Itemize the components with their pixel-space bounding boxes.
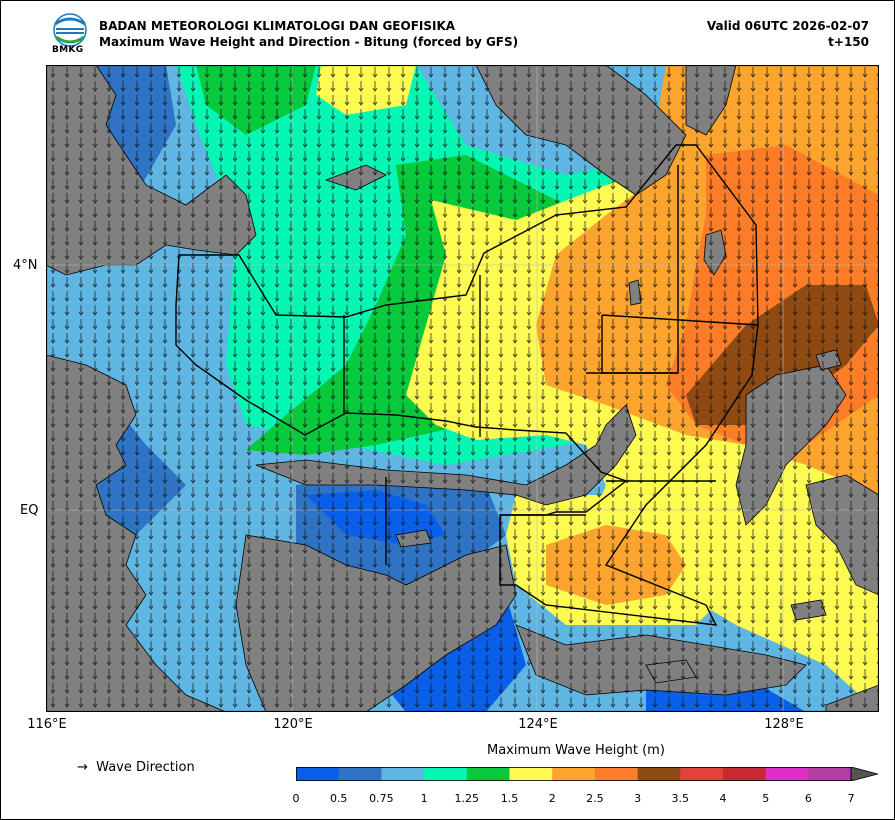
wave-direction-arrows <box>46 65 879 712</box>
colorbar-segment <box>765 767 809 781</box>
colorbar-extend-arrow <box>850 767 878 781</box>
wave-height-map <box>46 65 879 712</box>
wave-direction-legend: → Wave Direction <box>77 760 195 775</box>
colorbar-tick-label: 1 <box>420 792 428 805</box>
colorbar-tick-label: 3 <box>634 792 642 805</box>
lon-label-124e: 124°E <box>518 717 558 732</box>
arrow-legend-icon: → <box>77 760 88 775</box>
lon-label-120e: 120°E <box>273 717 313 732</box>
colorbar-tick-label: 5 <box>762 792 770 805</box>
colorbar-tick-label: 6 <box>804 792 812 805</box>
agency-title: BADAN METEOROLOGI KLIMATOLOGI DAN GEOFIS… <box>99 19 456 33</box>
colorbar-segment <box>509 767 553 781</box>
lat-label-eq: EQ <box>20 503 39 518</box>
colorbar <box>296 767 878 781</box>
colorbar-tick-label: 1.25 <box>454 792 480 805</box>
colorbar-title: Maximum Wave Height (m) <box>487 743 665 758</box>
colorbar-tick-label: 0 <box>292 792 300 805</box>
bmkg-logo <box>53 13 87 47</box>
colorbar-segment <box>552 767 596 781</box>
colorbar-tick-label: 4 <box>719 792 727 805</box>
lon-label-116e: 116°E <box>27 717 67 732</box>
zone-west <box>175 144 759 626</box>
forecast-zone-boundaries <box>175 144 759 626</box>
colorbar-segment <box>338 767 382 781</box>
colorbar-segment <box>680 767 724 781</box>
colorbar-tick-label: 2 <box>548 792 556 805</box>
colorbar-outline <box>296 767 852 781</box>
colorbar-segment <box>424 767 468 781</box>
lead-time: t+150 <box>828 35 869 49</box>
graticule <box>46 65 879 712</box>
colorbar-segment <box>637 767 681 781</box>
colorbar-tick-label: 2.5 <box>586 792 604 805</box>
arrow-legend-label: Wave Direction <box>96 760 195 775</box>
colorbar-segment <box>808 767 852 781</box>
colorbar-segment <box>723 767 766 781</box>
colorbar-tick-label: 0.75 <box>369 792 394 805</box>
product-title: Maximum Wave Height and Direction - Bitu… <box>99 35 519 49</box>
colorbar-segment <box>296 767 339 781</box>
colorbar-segment <box>466 767 510 781</box>
lon-label-128e: 128°E <box>764 717 804 732</box>
logo-text: BMKG <box>52 45 84 55</box>
colorbar-tick-label: 1.5 <box>500 792 519 805</box>
valid-time: Valid 06UTC 2026-02-07 <box>706 19 869 33</box>
colorbar-tick-label: 0.5 <box>329 792 348 805</box>
colorbar-tick-label: 7 <box>847 792 855 805</box>
colorbar-segment <box>594 767 638 781</box>
colorbar-segment <box>381 767 425 781</box>
lat-label-4n: 4°N <box>13 258 38 273</box>
zone-divider-4 <box>586 165 679 374</box>
map-border <box>46 65 879 712</box>
zone-divider-5 <box>601 314 759 326</box>
colorbar-tick-label: 3.5 <box>671 792 690 805</box>
